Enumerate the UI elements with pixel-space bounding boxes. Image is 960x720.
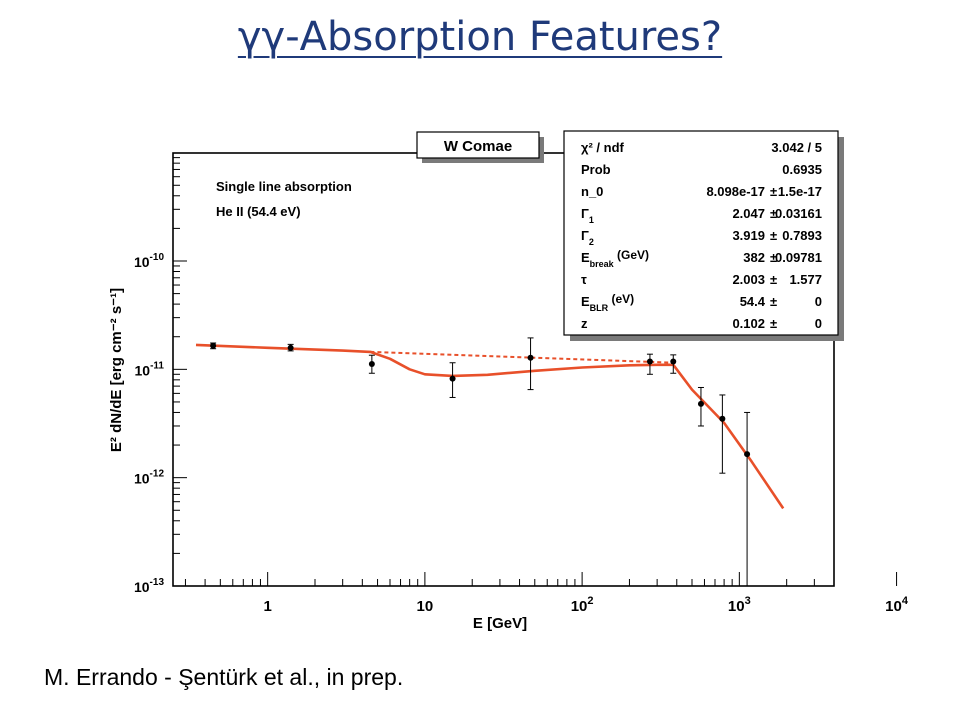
point-marker xyxy=(670,358,677,365)
y-tick-label: 10-10 xyxy=(134,252,164,270)
x-tick-label: 102 xyxy=(571,595,594,615)
stats-error: 0.7893 xyxy=(782,228,822,243)
point-marker xyxy=(368,361,375,368)
data-point xyxy=(646,353,653,375)
stats-error: 1.5e-17 xyxy=(778,184,822,199)
stats-plus-minus: ± xyxy=(770,316,777,331)
chart-title: W Comae xyxy=(444,138,512,155)
stats-value: 3.042 / 5 xyxy=(771,140,822,155)
stats-row: Γ2 3.919 ±0.7893 xyxy=(581,228,822,247)
annotation-line-1: Single line absorption xyxy=(216,179,352,194)
point-marker xyxy=(697,400,704,407)
stats-value: 0.6935 xyxy=(782,162,822,177)
stats-box: χ² / ndf 3.042 / 5 Prob 0.6935 n_0 8.098e-17 ±… xyxy=(563,130,844,341)
y-tick-label: 10-11 xyxy=(135,360,165,378)
data-point xyxy=(719,394,726,474)
data-point xyxy=(670,354,677,374)
data-point xyxy=(368,354,375,374)
stats-error: 0.09781 xyxy=(775,250,822,265)
stats-name: n_0 xyxy=(581,184,603,199)
data-point xyxy=(287,343,294,352)
stats-name: z xyxy=(581,316,588,331)
stats-error: 0 xyxy=(815,316,822,331)
y-tick-label: 10-13 xyxy=(134,577,164,595)
data-points xyxy=(210,337,751,587)
data-point xyxy=(210,342,217,350)
stats-value: 2.003 xyxy=(732,272,765,287)
unabsorbed-model-line xyxy=(370,350,677,364)
absorbed-model-line xyxy=(195,343,785,510)
stats-row: n_0 8.098e-17 ±1.5e-17 xyxy=(581,184,822,199)
stats-plus-minus: ± xyxy=(770,250,777,265)
stats-plus-minus: ± xyxy=(770,228,777,243)
x-tick-label: 103 xyxy=(728,595,751,615)
stats-error: 1.577 xyxy=(789,272,822,287)
point-marker xyxy=(719,415,726,422)
stats-value: 0.102 xyxy=(732,316,765,331)
stats-row: z 0.102 ±0 xyxy=(581,316,822,331)
stats-name: Γ1 xyxy=(581,206,594,225)
point-marker xyxy=(527,354,534,361)
y-axis-label: E² dN/dE [erg cm⁻² s⁻¹] xyxy=(108,288,125,452)
stats-value: 2.047 xyxy=(732,206,765,221)
citation: M. Errando - Şentürk et al., in prep. xyxy=(44,664,404,690)
x-tick-label: 1 xyxy=(263,598,271,615)
stats-name: Γ2 xyxy=(581,228,594,247)
point-marker xyxy=(287,344,294,351)
slide-title: γγ-Absorption Features? xyxy=(0,14,960,60)
slide-title-text: γγ-Absorption Features? xyxy=(237,14,723,60)
x-axis-label: E [GeV] xyxy=(473,615,527,632)
stats-value: 8.098e-17 xyxy=(706,184,765,199)
data-point xyxy=(697,386,704,427)
axes: 1 10 102 103 104 10-13 10-12 10-11 10-10 xyxy=(134,157,909,615)
stats-value: 3.919 xyxy=(732,228,765,243)
x-tick-label: 10 xyxy=(417,598,434,615)
chart-title-box: W Comae xyxy=(416,131,544,163)
data-point xyxy=(744,411,751,587)
data-point xyxy=(449,362,456,398)
stats-name: Prob xyxy=(581,162,611,177)
stats-box-frame xyxy=(563,130,839,336)
y-tick-label: 10-12 xyxy=(134,469,164,487)
stats-row: Ebreak (GeV) 382 ±0.09781 xyxy=(581,248,822,269)
stats-row: Γ1 2.047 ±0.03161 xyxy=(581,206,822,225)
model-curves xyxy=(195,343,785,510)
point-marker xyxy=(449,375,456,382)
x-tick-label: 104 xyxy=(885,595,909,615)
stats-error: 0 xyxy=(815,294,822,309)
stats-name: τ xyxy=(581,272,587,287)
stats-plus-minus: ± xyxy=(770,206,777,221)
annotation-block: Single line absorption He II (54.4 eV) xyxy=(216,179,352,219)
point-marker xyxy=(744,451,751,458)
stats-row: τ 2.003 ±1.577 xyxy=(581,272,822,287)
stats-plus-minus: ± xyxy=(770,184,777,199)
stats-error: 0.03161 xyxy=(775,206,822,221)
stats-value: 54.4 xyxy=(740,294,766,309)
stats-name: EBLR (eV) xyxy=(581,292,634,313)
stats-name: χ² / ndf xyxy=(581,140,625,155)
stats-value: 382 xyxy=(743,250,765,265)
stats-row: Prob 0.6935 xyxy=(581,162,822,177)
stats-plus-minus: ± xyxy=(770,272,777,287)
stats-row: χ² / ndf 3.042 / 5 xyxy=(581,140,822,155)
stats-name: Ebreak (GeV) xyxy=(581,248,649,269)
point-marker xyxy=(210,342,217,349)
stats-row: EBLR (eV) 54.4 ±0 xyxy=(581,292,822,313)
point-marker xyxy=(646,358,653,365)
stats-plus-minus: ± xyxy=(770,294,777,309)
annotation-line-2: He II (54.4 eV) xyxy=(216,204,301,219)
data-point xyxy=(527,337,534,391)
